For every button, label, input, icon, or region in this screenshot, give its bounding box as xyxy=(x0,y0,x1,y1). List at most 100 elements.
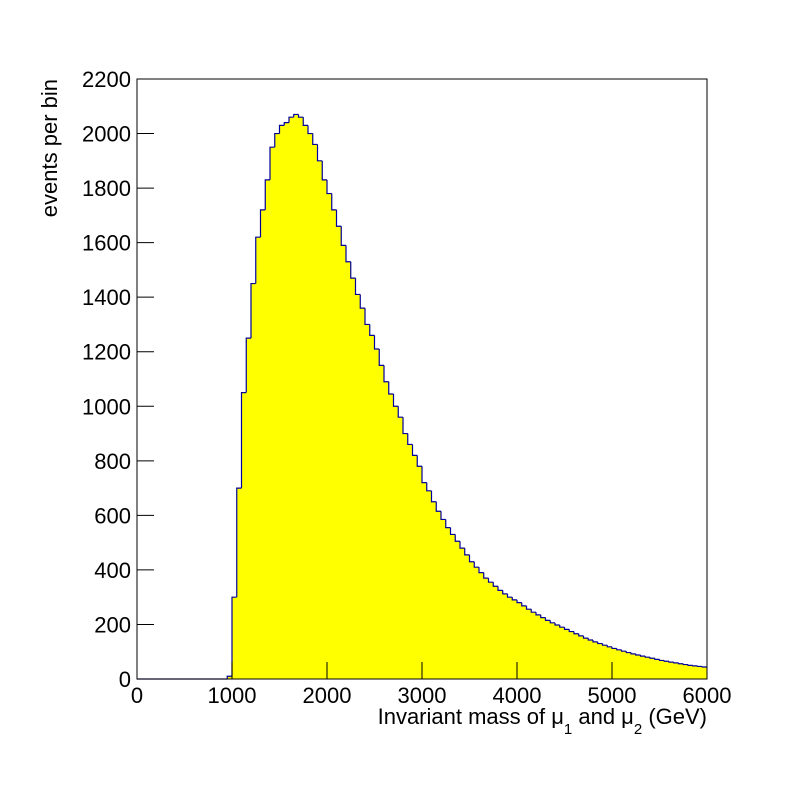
bar-outline xyxy=(630,652,636,655)
bar-outline xyxy=(592,640,598,643)
y-tick-label: 400 xyxy=(94,558,131,583)
bar-outline xyxy=(250,282,256,339)
bar-outline xyxy=(350,261,356,279)
bar-outline xyxy=(620,649,627,652)
bar xyxy=(555,625,561,679)
bar xyxy=(403,433,409,679)
bar xyxy=(426,490,432,679)
bar-outline xyxy=(449,527,456,536)
bar-outline xyxy=(411,444,418,456)
bar-outline xyxy=(625,651,631,654)
bar-outline xyxy=(302,117,308,126)
plot-area xyxy=(137,113,708,680)
bar-outline xyxy=(264,179,270,210)
bar-outline xyxy=(402,417,408,435)
bar-outline xyxy=(511,597,517,601)
bar xyxy=(564,629,570,679)
x-label-sub: 1 xyxy=(564,721,572,738)
bar xyxy=(650,658,656,679)
y-tick-label: 1600 xyxy=(82,231,131,256)
bar xyxy=(441,519,447,679)
bar-outline xyxy=(369,324,375,336)
x-label-sub: 2 xyxy=(634,721,642,738)
bar xyxy=(388,394,394,679)
bar-outline xyxy=(340,226,346,246)
bar xyxy=(270,147,276,679)
x-tick-label: 5000 xyxy=(588,683,637,708)
x-label-part: and μ xyxy=(572,704,634,729)
bar-outline xyxy=(388,381,394,395)
bar-outline xyxy=(601,643,608,646)
bar xyxy=(597,643,603,679)
bar xyxy=(498,590,504,679)
x-axis-label: Invariant mass of μ1 and μ2 (GeV) xyxy=(378,704,707,738)
bar xyxy=(612,648,618,679)
bar xyxy=(393,406,399,679)
bar xyxy=(312,144,318,680)
x-tick-label: 2000 xyxy=(303,683,352,708)
bar-outline xyxy=(540,614,546,619)
bar xyxy=(322,179,328,679)
bar-outline xyxy=(297,114,304,118)
bar-outline xyxy=(407,433,413,446)
bar xyxy=(274,133,280,679)
bar-outline xyxy=(468,554,475,563)
x-tick-label: 4000 xyxy=(493,683,542,708)
bar xyxy=(559,627,565,679)
bar-outline xyxy=(269,146,275,180)
bar-outline xyxy=(240,392,247,489)
y-tick-label: 2000 xyxy=(82,122,131,147)
bar xyxy=(350,278,356,679)
y-tick-label: 1000 xyxy=(82,394,131,419)
y-tick-label: 800 xyxy=(94,449,131,474)
bar-outline xyxy=(516,599,522,604)
bar-outline xyxy=(226,675,232,679)
bar xyxy=(502,593,508,679)
bar-outline xyxy=(578,633,584,637)
y-tick-label: 1800 xyxy=(82,176,131,201)
bar-outline xyxy=(335,209,342,227)
bar xyxy=(327,193,333,679)
bar xyxy=(464,554,470,679)
bar xyxy=(374,349,380,679)
bar-outline xyxy=(563,627,570,630)
bar xyxy=(664,661,670,679)
bar xyxy=(331,209,337,679)
bar-outline xyxy=(392,394,399,407)
bar-outline xyxy=(440,511,446,521)
bar xyxy=(593,641,599,679)
bar xyxy=(512,599,518,679)
bar xyxy=(631,653,637,679)
bar-outline xyxy=(497,586,503,591)
bar xyxy=(683,664,689,679)
bar-outline xyxy=(682,663,688,666)
bar xyxy=(669,662,675,679)
bar-outline xyxy=(606,645,612,648)
bar xyxy=(469,561,475,679)
bar xyxy=(607,646,613,679)
bar-outline xyxy=(397,406,403,418)
bar-outline xyxy=(668,661,674,663)
bar xyxy=(626,652,632,679)
bar xyxy=(260,209,266,679)
bar xyxy=(379,365,385,679)
bar-outline xyxy=(649,657,655,659)
bar-outline xyxy=(639,655,646,657)
bar xyxy=(540,617,546,679)
bar-outline xyxy=(483,572,489,579)
bar-outline xyxy=(231,596,237,677)
y-tick-label: 600 xyxy=(94,503,131,528)
x-label-part: Invariant mass of μ xyxy=(378,704,564,729)
bar xyxy=(673,662,679,679)
bar-outline xyxy=(554,622,560,626)
bar-outline xyxy=(345,245,351,263)
bar-outline xyxy=(587,638,593,641)
bar xyxy=(692,665,698,679)
y-axis-label: events per bin xyxy=(37,79,62,217)
bar xyxy=(507,597,513,679)
bar xyxy=(697,666,703,679)
y-tick-label: 0 xyxy=(119,667,131,692)
y-tick-label: 1200 xyxy=(82,340,131,365)
bar xyxy=(645,657,651,679)
bar xyxy=(583,638,589,679)
